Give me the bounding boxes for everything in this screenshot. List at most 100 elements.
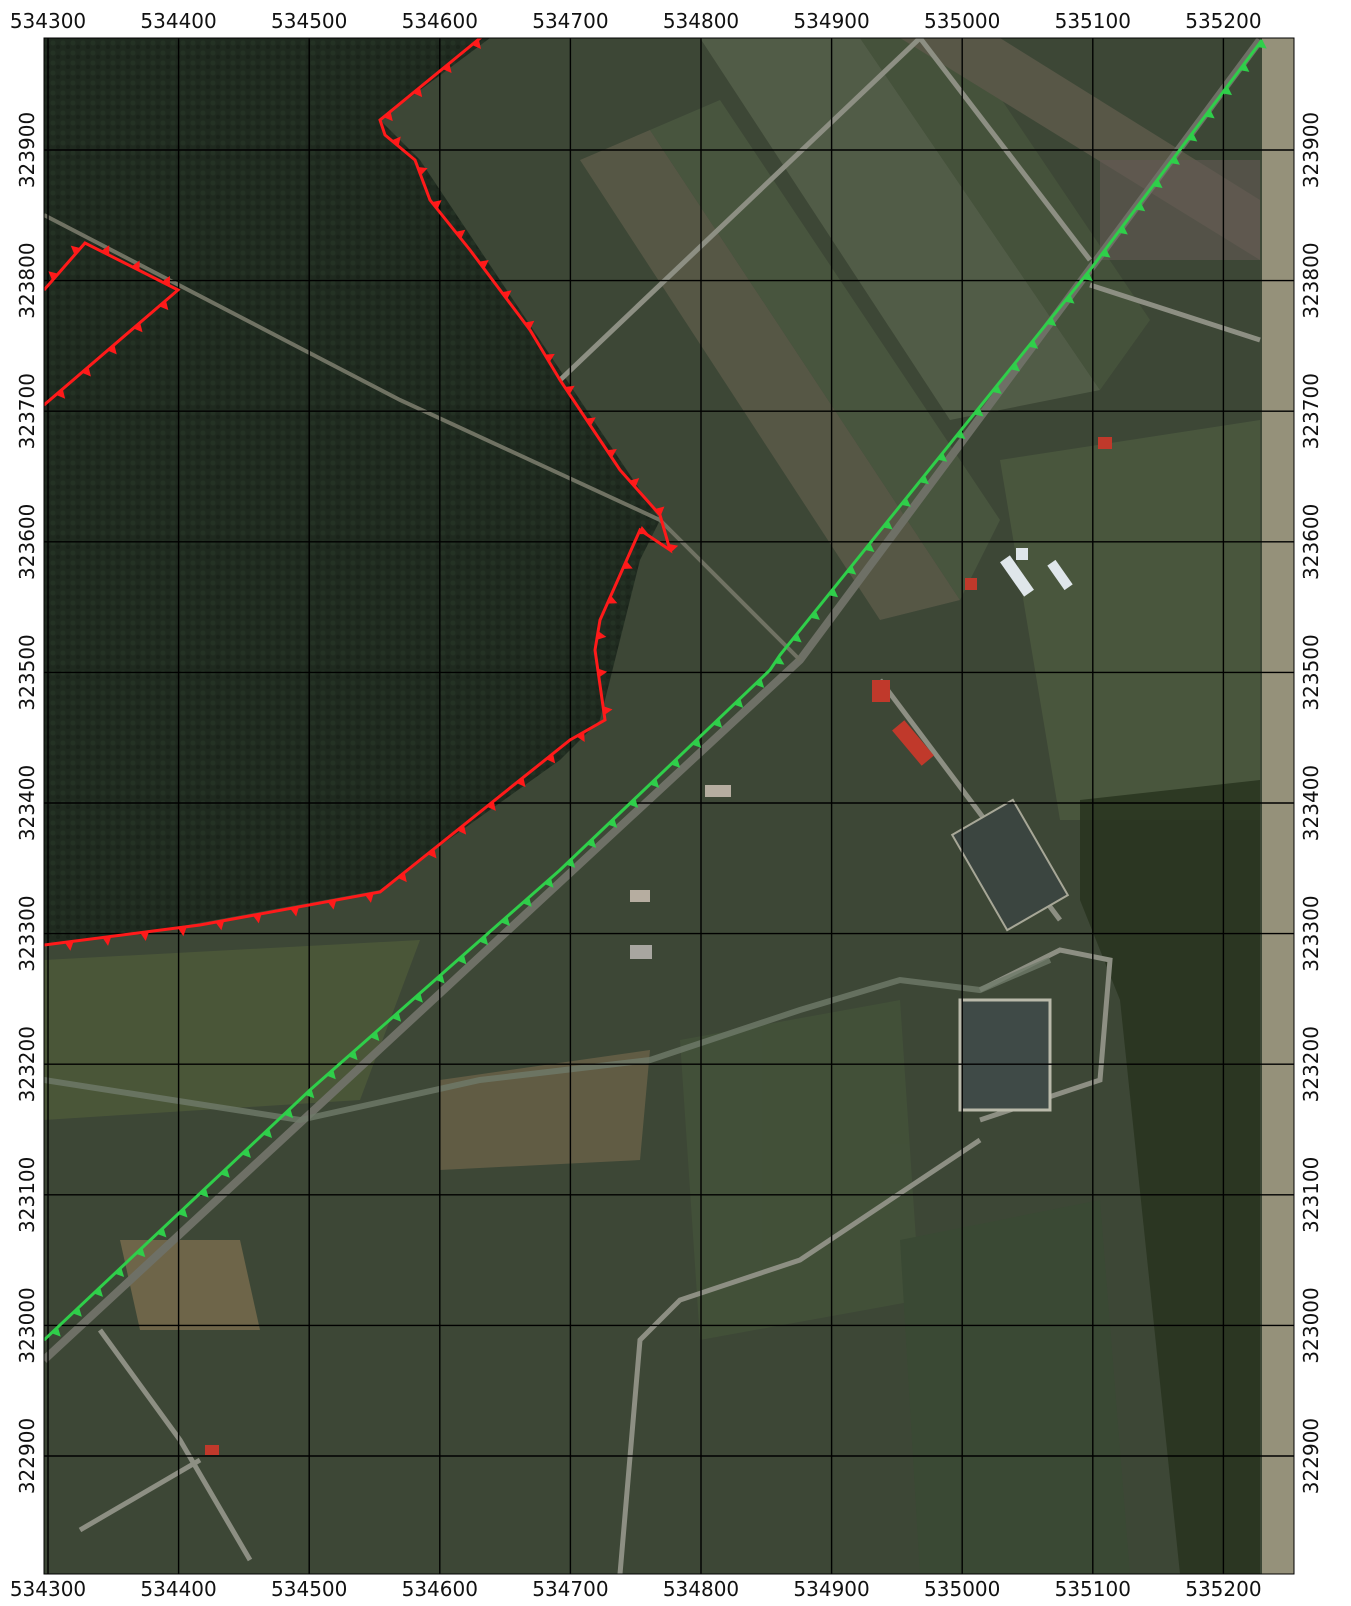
grid-label-x-top: 534700: [532, 9, 608, 33]
boundary-marker: [290, 906, 299, 917]
boundary-marker: [326, 1069, 336, 1080]
grid-label-y-right: 323200: [1299, 1026, 1323, 1102]
grid-label-x-bottom: 534400: [140, 1577, 216, 1601]
boundary-marker: [177, 926, 187, 937]
grid-label-x-top: 534500: [271, 9, 347, 33]
boundary-marker: [135, 1247, 146, 1258]
grid-label-x-top: 534900: [793, 9, 869, 33]
boundary-marker: [478, 260, 489, 270]
boundary-marker: [500, 916, 510, 927]
boundary-marker: [1204, 109, 1215, 119]
boundary-marker: [81, 366, 91, 377]
boundary-marker: [159, 300, 169, 311]
boundary-marker: [457, 954, 467, 965]
boundary-marker: [882, 520, 893, 530]
boundary-marker: [215, 920, 225, 931]
boundary-marker: [603, 706, 613, 716]
grid-label-y-left: 323000: [15, 1287, 39, 1363]
boundary-marker: [791, 633, 802, 643]
grid-label-y-left: 323800: [15, 242, 39, 318]
boundary-marker: [586, 838, 597, 848]
boundary-marker: [64, 941, 74, 951]
boundary-marker: [102, 936, 112, 946]
grid-label-y-left: 323500: [15, 634, 39, 710]
boundary-marker: [691, 738, 702, 748]
boundary-marker: [51, 1326, 61, 1337]
boundary-marker: [348, 1050, 358, 1061]
grid-label-x-bottom: 535000: [924, 1577, 1000, 1601]
boundary-marker: [576, 731, 585, 742]
grid-label-y-right: 323100: [1299, 1157, 1323, 1233]
grid-label-x-top: 534600: [402, 9, 478, 33]
boundary-marker: [140, 931, 150, 942]
boundary-marker: [70, 245, 81, 255]
boundary-marker: [1256, 39, 1267, 49]
grid-label-x-bottom: 534700: [532, 1577, 608, 1601]
boundary-marker: [1046, 317, 1057, 327]
grid-label-y-left: 323400: [15, 765, 39, 841]
boundary-marker: [516, 777, 526, 788]
grid-label-y-right: 323000: [1299, 1287, 1323, 1363]
boundary-marker: [1135, 202, 1146, 212]
grid-label-y-left: 323200: [15, 1026, 39, 1102]
boundary-marker: [654, 506, 665, 516]
boundary-marker: [457, 824, 467, 835]
boundary-marker: [93, 1287, 103, 1297]
boundary-marker: [107, 344, 117, 355]
boundary-marker: [48, 271, 59, 281]
grid-label-y-left: 323900: [15, 112, 39, 188]
boundary-marker: [1117, 225, 1128, 235]
boundary-marker: [131, 260, 140, 271]
boundary-marker: [1100, 248, 1111, 258]
grid-label-x-top: 534400: [140, 9, 216, 33]
boundary-marker: [486, 801, 496, 811]
boundary-marker: [649, 778, 660, 788]
boundary-marker: [283, 1108, 294, 1119]
boundary-marker: [565, 858, 576, 868]
boundary-marker: [774, 655, 785, 665]
boundary-marker: [597, 668, 608, 678]
boundary-marker: [1082, 271, 1093, 282]
boundary-marker: [391, 1012, 402, 1022]
boundary-marker: [1239, 62, 1250, 72]
boundary-marker: [241, 1148, 251, 1158]
boundary-marker: [133, 322, 143, 333]
boundary-marker: [391, 136, 401, 147]
boundary-marker: [846, 565, 857, 575]
boundary-marker: [161, 275, 170, 286]
boundary-marker: [101, 245, 110, 256]
grid-label-y-right: 323900: [1299, 112, 1323, 188]
boundary-marker: [638, 525, 649, 535]
boundary-marker: [435, 973, 445, 984]
grid-label-x-top: 535000: [924, 9, 1000, 33]
boundary-marker: [397, 872, 407, 883]
buildings: [205, 437, 1112, 1455]
boundary-marker: [427, 848, 437, 859]
boundary-marker: [622, 560, 633, 569]
boundary-marker: [668, 543, 679, 553]
boundary-marker: [178, 1207, 188, 1218]
boundary-marker: [431, 200, 442, 210]
grid-label-x-top: 535100: [1055, 9, 1131, 33]
boundary-marker: [544, 877, 554, 888]
boundary-marker: [252, 913, 262, 924]
grid-label-x-bottom: 534500: [271, 1577, 347, 1601]
boundary-marker: [442, 63, 452, 74]
boundary-marker: [607, 595, 618, 604]
red-boundary-line: [44, 38, 679, 951]
y-labels-right: 323900 323800 323700 323600 323500 323400 3233…: [1299, 112, 1323, 1494]
grid-label-y-left: 323100: [15, 1157, 39, 1233]
boundary-marker: [828, 588, 839, 598]
boundary-marker: [478, 935, 489, 946]
boundary-marker: [919, 475, 930, 485]
boundary-marker: [364, 893, 374, 903]
grid-label-y-left: 323300: [15, 895, 39, 971]
boundary-marker: [1170, 155, 1180, 165]
grid-label-x-bottom: 535100: [1055, 1577, 1131, 1601]
edge-strip: [1262, 38, 1294, 1574]
boundary-marker: [199, 1187, 209, 1198]
boundary-marker: [413, 992, 423, 1003]
boundary-marker: [417, 167, 428, 176]
boundary-marker: [596, 630, 607, 640]
